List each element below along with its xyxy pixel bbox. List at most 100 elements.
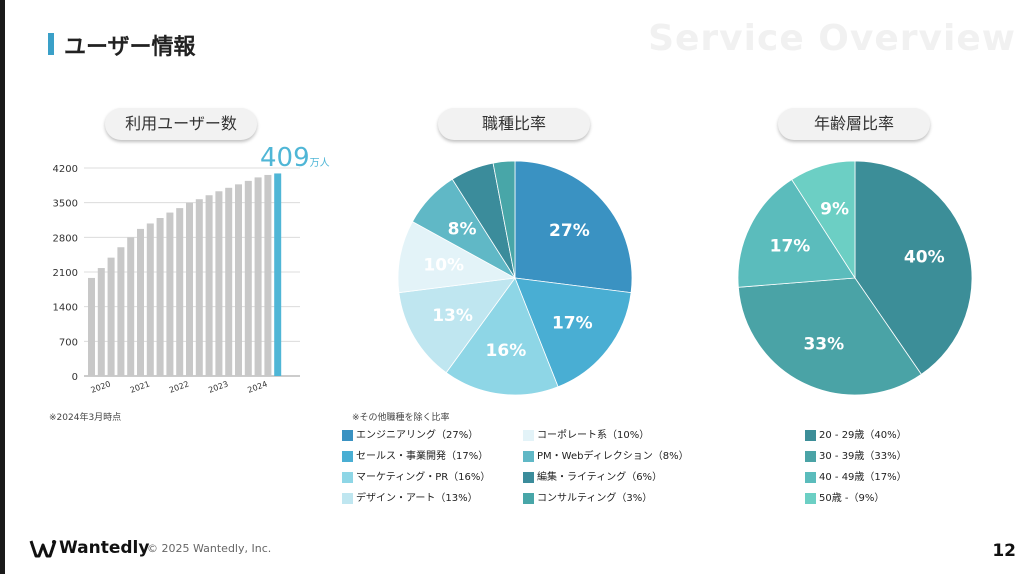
pie-slice-label: 13% (432, 306, 473, 326)
legend-label: 50歳 -（9%） (819, 493, 885, 504)
pie-slice-label: 16% (486, 341, 527, 361)
pie-slice (854, 160, 973, 375)
pie-slice (397, 221, 517, 294)
legend-item: 50歳 -（9%） (805, 493, 907, 514)
wantedly-logo: Wantedly (29, 538, 150, 558)
legend-item: エンジニアリング（27%） (342, 430, 490, 451)
service-overview-watermark: Service Overview (648, 18, 1016, 59)
jobs-pill: 職種比率 (438, 108, 590, 140)
wantedly-w-icon (29, 540, 57, 558)
ages-legend: 20 - 29歳（40%） 30 - 39歳（33%） 40 - 49歳（17%… (805, 430, 907, 514)
bar (176, 208, 184, 376)
pie-slice (398, 277, 516, 374)
title-accent-bar (48, 33, 54, 55)
legend-swatch (342, 493, 353, 504)
bar (215, 191, 223, 376)
legend-item: マーケティング・PR（16%） (342, 472, 490, 493)
legend-label: マーケティング・PR（16%） (356, 472, 491, 483)
pie-slice-label: 17% (770, 237, 811, 257)
pie-slice (445, 277, 559, 396)
legend-swatch (805, 430, 816, 441)
total-users-figure: 409万人 (260, 143, 330, 173)
bar (225, 187, 233, 376)
ages-pill: 年齢層比率 (778, 108, 930, 140)
jobs-legend-col2: コーポレート系（10%） PM・Webディレクション（8%） 編集・ライティング… (523, 430, 689, 514)
legend-item: セールス・事業開発（17%） (342, 451, 490, 472)
legend-swatch (805, 472, 816, 483)
legend-swatch (523, 493, 534, 504)
y-tick-label: 3500 (53, 199, 78, 210)
pie-slice (737, 179, 856, 288)
legend-label: 30 - 39歳（33%） (819, 451, 907, 462)
legend-swatch (523, 451, 534, 462)
pie-slice-label: 9% (820, 199, 849, 219)
pie-slice-label: 10% (423, 255, 464, 275)
bar (88, 277, 95, 376)
bar (235, 184, 242, 376)
bar (107, 257, 115, 376)
legend-item: コンサルティング（3%） (523, 493, 689, 514)
bar-latest (274, 173, 282, 376)
pie-slice (492, 160, 516, 279)
legend-swatch (523, 430, 534, 441)
legend-item: コーポレート系（10%） (523, 430, 689, 451)
y-tick-label: 2100 (53, 268, 78, 279)
legend-swatch (342, 430, 353, 441)
legend-label: コーポレート系（10%） (537, 430, 650, 441)
legend-item: 30 - 39歳（33%） (805, 451, 907, 472)
pie-slice-label: 33% (803, 334, 844, 354)
pie-slice (737, 277, 922, 396)
copyright: © 2025 Wantedly, Inc. (147, 542, 272, 555)
bar (186, 202, 193, 376)
bar (205, 195, 213, 376)
legend-item: PM・Webディレクション（8%） (523, 451, 689, 472)
legend-item: 20 - 29歳（40%） (805, 430, 907, 451)
legend-swatch (342, 472, 353, 483)
jobs-legend-col1: エンジニアリング（27%） セールス・事業開発（17%） マーケティング・PR（… (342, 430, 490, 514)
pie-slice (514, 160, 633, 294)
legend-label: PM・Webディレクション（8%） (537, 451, 689, 462)
legend-label: エンジニアリング（27%） (356, 430, 479, 441)
brand-name: Wantedly (59, 538, 150, 558)
legend-label: コンサルティング（3%） (537, 493, 653, 504)
y-tick-label: 700 (59, 337, 78, 348)
pie-slice-label: 27% (549, 221, 590, 241)
bar (117, 247, 125, 376)
bar (254, 177, 262, 376)
bar (127, 237, 135, 376)
ratio-note: ※その他職種を除く比率 (352, 413, 450, 423)
bar (166, 212, 174, 376)
legend-label: 20 - 29歳（40%） (819, 430, 907, 441)
legend-label: 編集・ライティング（6%） (537, 472, 663, 483)
legend-item: 40 - 49歳（17%） (805, 472, 907, 493)
legend-swatch (342, 451, 353, 462)
bar (97, 268, 105, 376)
legend-item: 編集・ライティング（6%） (523, 472, 689, 493)
page-number: 12 (992, 541, 1016, 561)
bar (264, 174, 272, 376)
users-pill: 利用ユーザー数 (105, 108, 257, 140)
bar (195, 199, 203, 376)
legend-label: セールス・事業開発（17%） (356, 451, 489, 462)
bar (146, 223, 154, 376)
left-edge-line (0, 0, 5, 574)
legend-swatch (805, 493, 816, 504)
bar (156, 218, 164, 376)
pie-slice-label: 8% (448, 219, 477, 239)
legend-swatch (805, 451, 816, 462)
legend-swatch (523, 472, 534, 483)
legend-item: デザイン・アート（13%） (342, 493, 490, 514)
legend-label: 40 - 49歳（17%） (819, 472, 907, 483)
y-tick-label: 0 (72, 372, 78, 383)
pie-slice-label: 40% (904, 247, 945, 267)
y-tick-label: 2800 (53, 233, 78, 244)
pie-slice (514, 277, 632, 388)
date-note: ※2024年3月時点 (49, 413, 122, 423)
pie-slice (791, 160, 856, 280)
total-users-value: 409 (260, 143, 310, 173)
total-users-unit: 万人 (309, 158, 330, 169)
bar (244, 180, 252, 376)
